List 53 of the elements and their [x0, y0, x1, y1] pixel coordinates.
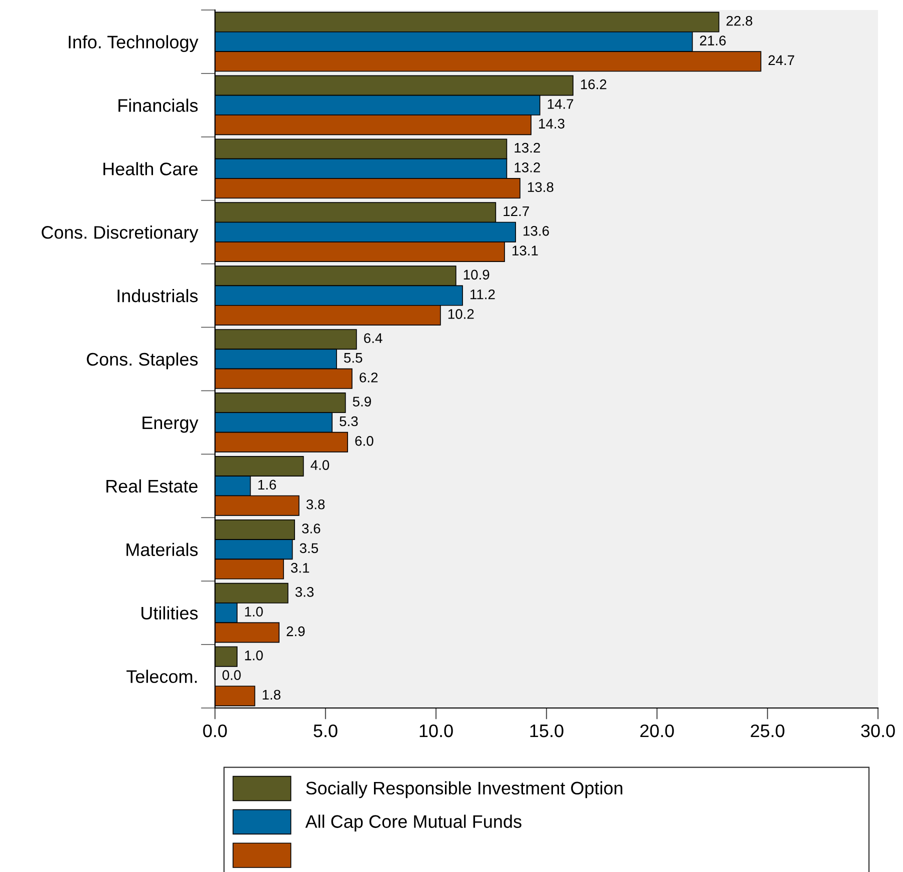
data-label: 5.5: [344, 353, 362, 363]
data-label: 21.6: [700, 36, 726, 46]
data-label: 13.2: [514, 142, 540, 153]
x-tick-label: 5.0: [314, 724, 338, 738]
data-label: 10.2: [448, 309, 474, 319]
data-label: 24.7: [768, 55, 794, 65]
data-label: 13.6: [524, 226, 549, 236]
data-label: 13.8: [528, 182, 554, 192]
data-label: 14.7: [548, 99, 574, 109]
data-label: 4.0: [310, 460, 330, 470]
y-tick-label: Cons. Staples: [86, 352, 198, 370]
data-label: 13.2: [514, 162, 540, 172]
data-label: 3.3: [295, 587, 314, 597]
data-label: 6.4: [364, 333, 382, 344]
data-label: 12.7: [504, 206, 529, 216]
y-tick-label: Utilities: [142, 606, 198, 620]
y-tick-label: Financials: [118, 98, 198, 112]
y-tick-label: Telecom.: [126, 670, 197, 683]
y-tick-label: Info. Technology: [68, 35, 198, 52]
y-tick-label: Energy: [142, 416, 198, 433]
data-label: 13.1: [512, 246, 538, 256]
data-label: 5.9: [352, 396, 371, 407]
data-label: 1.6: [258, 480, 276, 490]
data-label: 16.2: [581, 79, 606, 90]
data-label: 14.3: [539, 118, 564, 129]
y-tick-label: Cons. Discretionary: [42, 226, 198, 242]
y-tick-label: Real Estate: [106, 479, 198, 493]
data-label: 3.1: [290, 562, 310, 573]
legend-label: All Cap Core Mutual Funds: [305, 814, 522, 832]
y-tick-label: Health Care: [103, 162, 198, 176]
x-tick-label: 15.0: [530, 724, 564, 738]
x-tick-label: 10.0: [420, 724, 453, 738]
data-label: 10.9: [464, 270, 490, 280]
data-label: 3.8: [306, 499, 325, 510]
data-label: 6.2: [360, 372, 378, 382]
data-label: 22.8: [726, 16, 752, 26]
data-label: 1.0: [245, 650, 263, 660]
y-tick-label: Materials: [126, 542, 198, 556]
data-label: 3.6: [302, 524, 320, 534]
data-label: 6.0: [355, 436, 374, 446]
data-label: 1.0: [245, 606, 263, 617]
y-tick-label: Industrials: [118, 289, 198, 302]
data-label: 2.9: [286, 626, 305, 636]
x-tick-label: 0.0: [203, 724, 227, 738]
data-label: 5.3: [340, 416, 358, 426]
x-tick-label: 20.0: [640, 724, 674, 738]
data-label: 3.5: [300, 543, 318, 554]
data-label: 1.8: [262, 690, 280, 700]
legend-label: Socially Responsible Investment Option: [306, 781, 622, 798]
data-label: 0.0: [222, 670, 241, 680]
data-label: 11.2: [470, 289, 495, 300]
x-tick-label: 30.0: [861, 724, 895, 738]
x-tick-label: 25.0: [750, 724, 784, 738]
